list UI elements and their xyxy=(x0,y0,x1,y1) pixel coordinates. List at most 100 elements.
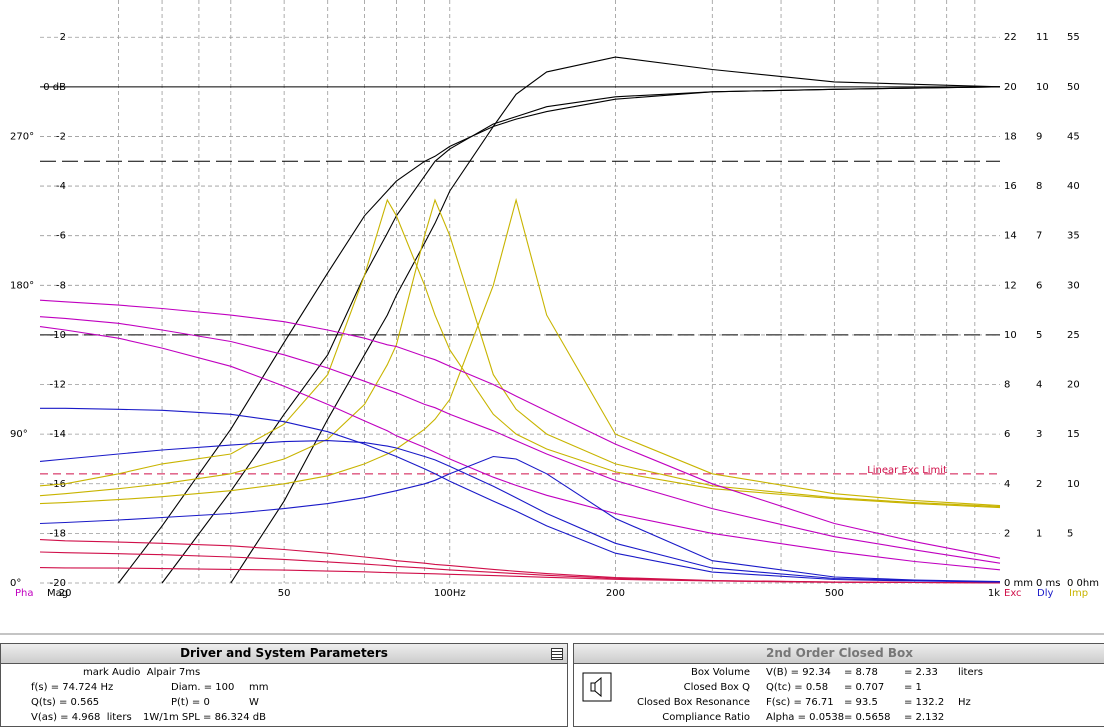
exc-axis-label: Exc xyxy=(1004,588,1022,599)
right-tick-label: 35 xyxy=(1067,231,1080,242)
right-tick-label: 6 xyxy=(1036,280,1042,291)
right-tick-label: 8 xyxy=(1036,181,1042,192)
curve xyxy=(39,567,1001,584)
speaker-icon xyxy=(582,672,612,702)
y-tick-label: -6 xyxy=(56,231,66,242)
dly-axis-label: Dly xyxy=(1037,588,1053,599)
param-text: V(B) = 92.34 xyxy=(766,667,831,678)
param-text: Q(tc) = 0.58 xyxy=(766,682,829,693)
x-tick-label: 500 xyxy=(825,588,844,599)
param-text: f(s) = 74.724 Hz xyxy=(31,682,114,693)
y-tick-label: -10 xyxy=(50,330,66,341)
right-tick-label: 3 xyxy=(1036,429,1042,440)
close-box[interactable] xyxy=(551,648,563,660)
right-tick-label: 1 xyxy=(1036,528,1042,539)
param-text: Closed Box Resonance xyxy=(637,697,750,708)
y-tick-label: -8 xyxy=(56,280,66,291)
right-tick-label: 50 xyxy=(1067,82,1080,93)
param-text: Q(ts) = 0.565 xyxy=(31,697,100,708)
right-tick-label: 7 xyxy=(1036,231,1042,242)
param-text: = 132.2 xyxy=(904,697,945,708)
right-tick-label: 6 xyxy=(1004,429,1010,440)
x-tick-label: 200 xyxy=(606,588,625,599)
param-text: 1W/1m SPL = 86.324 dB xyxy=(143,712,266,723)
curve xyxy=(161,86,1001,584)
right-tick-label: 18 xyxy=(1004,131,1017,142)
param-text: = 0.5658 xyxy=(844,712,891,723)
panel-title: 2nd Order Closed Box xyxy=(574,644,1104,664)
right-tick-label: 12 xyxy=(1004,280,1017,291)
curve xyxy=(39,455,1001,583)
right-tick-label: 22 xyxy=(1004,32,1017,43)
right-tick-label: 2 xyxy=(1036,479,1042,490)
right-tick-label: 4 xyxy=(1004,479,1010,490)
phase-axis-label: Pha xyxy=(15,588,34,599)
exc-limit-label: Linear Exc Limit xyxy=(867,465,947,476)
right-tick-label: 10 xyxy=(1067,479,1080,490)
right-tick-label: 5 xyxy=(1036,330,1042,341)
curve xyxy=(39,198,1001,509)
curve xyxy=(39,299,1001,559)
y-tick-label: -20 xyxy=(50,578,66,589)
right-tick-label: 55 xyxy=(1067,32,1080,43)
param-text: = 2.132 xyxy=(904,712,945,723)
right-tick-label: 9 xyxy=(1036,131,1042,142)
right-tick-label: 25 xyxy=(1067,330,1080,341)
right-tick-label: 30 xyxy=(1067,280,1080,291)
right-tick-label: 0 0hm xyxy=(1067,578,1099,589)
y-tick-label: -18 xyxy=(50,528,66,539)
right-tick-label: 15 xyxy=(1067,429,1080,440)
right-tick-label: 14 xyxy=(1004,231,1017,242)
curve xyxy=(39,198,1001,508)
right-tick-label: 10 xyxy=(1004,330,1017,341)
param-text: Hz xyxy=(958,697,971,708)
right-tick-label: 45 xyxy=(1067,131,1080,142)
curve xyxy=(39,316,1001,564)
imp-axis-label: Imp xyxy=(1069,588,1088,599)
x-tick-label: 1k xyxy=(988,588,1000,599)
right-tick-label: 0 mm xyxy=(1004,578,1033,589)
param-text: = 0.707 xyxy=(844,682,885,693)
right-tick-label: 40 xyxy=(1067,181,1080,192)
phase-tick-label: 90° xyxy=(10,429,28,440)
y-tick-label: 0 dB xyxy=(43,82,66,93)
driver-panel: Driver and System Parameters mark Audio … xyxy=(0,643,568,727)
x-tick-label: 100Hz xyxy=(434,588,466,599)
param-text: = 8.78 xyxy=(844,667,878,678)
param-text: liters xyxy=(958,667,983,678)
param-text: = 1 xyxy=(904,682,922,693)
chart: 20 dB-2-4-6-8-10-12-14-16-18-200°90°180°… xyxy=(0,0,1104,635)
y-tick-label: -14 xyxy=(50,429,66,440)
right-tick-label: 20 xyxy=(1067,380,1080,391)
param-text: V(as) = 4.968 liters xyxy=(31,712,132,723)
param-text: W xyxy=(249,697,259,708)
right-tick-label: 5 xyxy=(1067,528,1073,539)
right-tick-label: 4 xyxy=(1036,380,1042,391)
y-tick-label: -2 xyxy=(56,131,66,142)
y-tick-label: 2 xyxy=(60,32,66,43)
param-text: F(sc) = 76.71 xyxy=(766,697,834,708)
param-text: = 93.5 xyxy=(844,697,878,708)
curve xyxy=(39,326,1001,571)
param-text: Diam. = 100 xyxy=(171,682,235,693)
param-text: P(t) = 0 xyxy=(171,697,210,708)
param-text: Box Volume xyxy=(691,667,750,678)
phase-tick-label: 270° xyxy=(10,131,34,142)
y-tick-label: -4 xyxy=(56,181,66,192)
param-text: mm xyxy=(249,682,269,693)
param-text: Alpha = 0.0538 xyxy=(766,712,845,723)
y-tick-label: -12 xyxy=(50,380,66,391)
x-axis-label: Mag xyxy=(47,588,68,599)
right-tick-label: 11 xyxy=(1036,32,1049,43)
box-panel: 2nd Order Closed Box Box Volume V(B) = 92… xyxy=(573,643,1104,727)
param-text: Compliance Ratio xyxy=(662,712,750,723)
right-tick-label: 20 xyxy=(1004,82,1017,93)
right-tick-label: 0 ms xyxy=(1036,578,1061,589)
x-tick-label: 50 xyxy=(278,588,291,599)
param-text: Closed Box Q xyxy=(683,682,750,693)
param-text: = 2.33 xyxy=(904,667,938,678)
phase-tick-label: 180° xyxy=(10,280,34,291)
driver-name: mark Audio Alpair 7ms xyxy=(83,667,201,678)
panel-title-text: 2nd Order Closed Box xyxy=(766,646,913,660)
